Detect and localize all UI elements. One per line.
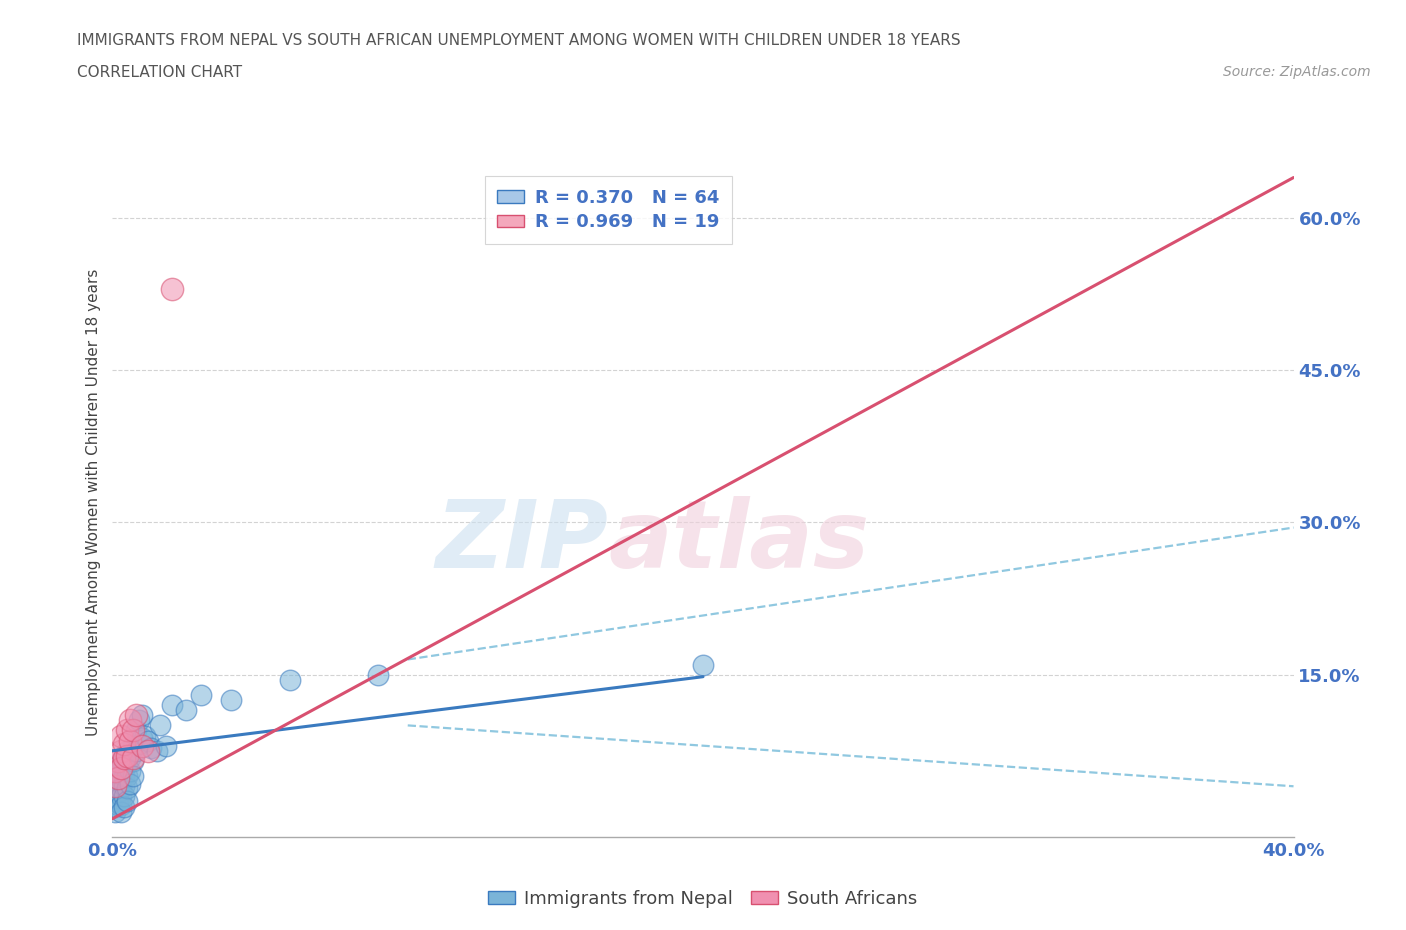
Point (122, 723, 145, 737)
Text: atlas: atlas (609, 497, 870, 589)
Legend: Immigrants from Nepal, South Africans: Immigrants from Nepal, South Africans (481, 883, 925, 915)
Point (120, 713, 142, 728)
Point (110, 728, 132, 743)
Point (117, 769, 138, 784)
Point (104, 764, 127, 778)
Point (117, 756, 138, 771)
Point (110, 743, 132, 758)
Point (155, 738, 177, 753)
Point (110, 789, 132, 804)
Point (190, 687, 212, 702)
Point (110, 781, 132, 796)
Point (120, 764, 142, 778)
Point (107, 784, 129, 799)
Point (122, 753, 145, 768)
Point (101, 784, 124, 799)
Point (112, 751, 135, 765)
Text: IMMIGRANTS FROM NEPAL VS SOUTH AFRICAN UNEMPLOYMENT AMONG WOMEN WITH CHILDREN UN: IMMIGRANTS FROM NEPAL VS SOUTH AFRICAN U… (77, 33, 960, 47)
Point (117, 749, 138, 764)
Point (120, 777, 142, 791)
Point (107, 759, 129, 774)
Point (110, 761, 132, 776)
Point (112, 799, 135, 814)
Point (110, 797, 132, 812)
Point (110, 761, 132, 776)
Point (112, 759, 135, 774)
Point (104, 794, 127, 809)
Y-axis label: Unemployment Among Women with Children Under 18 years: Unemployment Among Women with Children U… (86, 269, 101, 736)
Point (134, 728, 156, 743)
Point (112, 769, 135, 784)
Point (107, 753, 129, 768)
Point (104, 781, 127, 796)
Point (128, 737, 150, 751)
Point (120, 733, 142, 748)
Point (107, 774, 129, 789)
Point (117, 743, 138, 758)
Point (104, 778, 127, 793)
Point (107, 764, 129, 778)
Point (136, 733, 159, 748)
Point (120, 751, 142, 765)
Point (174, 703, 197, 718)
Point (107, 797, 129, 812)
Point (122, 769, 145, 784)
Text: CORRELATION CHART: CORRELATION CHART (77, 65, 242, 80)
Point (101, 774, 124, 789)
Point (112, 778, 135, 793)
Point (136, 743, 159, 758)
Point (101, 769, 124, 784)
Text: ZIP: ZIP (436, 497, 609, 589)
Point (104, 799, 127, 814)
Point (131, 730, 153, 745)
Point (692, 658, 714, 672)
Point (117, 781, 138, 796)
Point (367, 667, 389, 682)
Point (107, 769, 129, 784)
Point (107, 771, 129, 786)
Point (128, 713, 150, 728)
Point (131, 708, 153, 723)
Point (110, 774, 132, 789)
Point (139, 740, 162, 755)
Point (107, 791, 129, 806)
Point (112, 749, 135, 764)
Point (125, 723, 148, 737)
Point (110, 753, 132, 768)
Point (122, 738, 145, 753)
Point (107, 778, 129, 793)
Point (125, 743, 148, 758)
Point (122, 751, 145, 765)
Point (112, 737, 135, 751)
Point (160, 698, 183, 712)
Point (278, 672, 301, 687)
Point (125, 708, 148, 723)
Point (146, 743, 169, 758)
Point (101, 778, 124, 793)
Point (110, 766, 132, 781)
Point (110, 804, 132, 819)
Point (104, 804, 127, 819)
Point (104, 764, 127, 778)
Point (112, 789, 135, 804)
Point (117, 723, 138, 737)
Point (149, 718, 172, 733)
Point (219, 693, 242, 708)
Point (104, 771, 127, 786)
Point (104, 777, 127, 791)
Point (117, 794, 138, 809)
Point (131, 738, 153, 753)
Point (160, 282, 183, 297)
Text: Source: ZipAtlas.com: Source: ZipAtlas.com (1223, 65, 1371, 79)
Point (104, 789, 127, 804)
